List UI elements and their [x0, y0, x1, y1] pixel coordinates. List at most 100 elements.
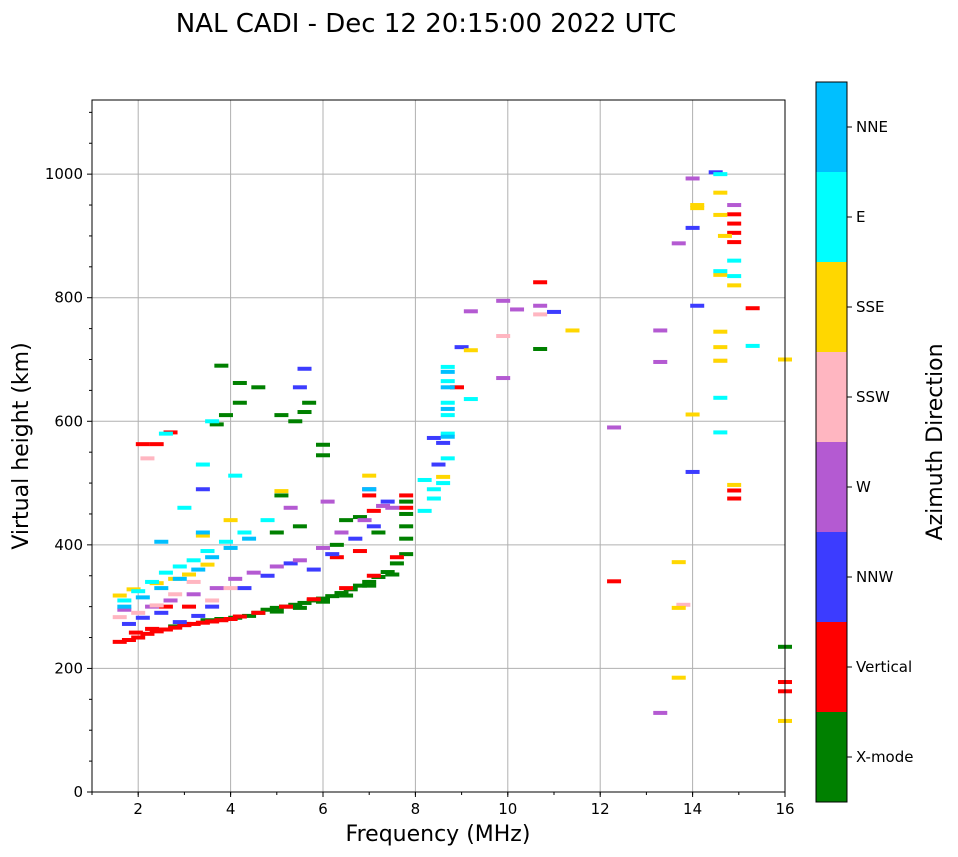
data-point [745, 343, 760, 348]
data-point [149, 442, 164, 447]
data-point [177, 623, 192, 628]
data-point [399, 552, 414, 557]
data-point [325, 552, 340, 557]
y-axis-label: Virtual height (km) [9, 342, 34, 549]
data-point [362, 473, 377, 478]
data-point [182, 572, 197, 577]
data-point [232, 380, 247, 385]
y-tick-label: 600 [54, 412, 83, 430]
data-point [671, 675, 686, 680]
data-point [713, 358, 728, 363]
data-point [727, 212, 742, 217]
data-point [417, 508, 432, 513]
data-point [496, 334, 511, 339]
data-point [242, 536, 257, 541]
data-point [717, 233, 732, 238]
data-point [140, 631, 155, 636]
data-point [121, 638, 136, 643]
data-point [713, 269, 728, 274]
axis-ticks: 2 4 6 8 10 12 14 16 0 200 400 600 800 1000 [45, 111, 795, 818]
data-point [158, 431, 173, 436]
data-point [195, 620, 210, 625]
data-point [533, 312, 548, 317]
data-point [352, 583, 367, 588]
data-point [671, 241, 686, 246]
data-point [117, 598, 132, 603]
x-tick-label: 14 [683, 800, 702, 818]
data-point [269, 564, 284, 569]
data-point [274, 413, 289, 418]
data-point [131, 610, 146, 615]
data-point [154, 539, 169, 544]
data-point [232, 614, 247, 619]
data-point [195, 462, 210, 467]
data-point [671, 605, 686, 610]
data-point [727, 230, 742, 235]
data-point [292, 605, 307, 610]
data-point [362, 579, 377, 584]
data-point [168, 592, 183, 597]
data-point [376, 503, 391, 508]
data-point [200, 549, 215, 554]
data-point [685, 412, 700, 417]
colorbar-label: X-mode [856, 748, 913, 766]
data-point [653, 710, 668, 715]
colorbar-segment [816, 442, 847, 532]
data-point [463, 309, 478, 314]
data-point [260, 518, 275, 523]
data-point [218, 539, 233, 544]
data-point [389, 555, 404, 560]
data-point [274, 489, 289, 494]
data-point [279, 604, 294, 609]
data-point [676, 602, 691, 607]
data-point [316, 596, 330, 601]
data-point [112, 615, 127, 620]
data-point [362, 487, 377, 492]
data-point [366, 508, 381, 513]
data-point [117, 607, 132, 612]
colorbar-title: Azimuth Direction [923, 343, 948, 540]
data-point [306, 597, 321, 602]
data-point [214, 363, 229, 368]
series-x-mode [168, 346, 792, 649]
data-point [205, 598, 220, 603]
data-point [727, 203, 742, 208]
data-point [158, 570, 173, 575]
data-point [182, 604, 197, 609]
data-point [205, 419, 220, 424]
data-point [449, 385, 464, 390]
data-point [533, 280, 548, 285]
data-point [121, 621, 136, 626]
data-point [288, 602, 303, 607]
data-point [223, 586, 238, 591]
data-point [158, 604, 173, 609]
x-tick-label: 10 [498, 800, 517, 818]
colorbar-label: Vertical [856, 658, 912, 676]
data-point [329, 555, 344, 560]
data-point [533, 303, 548, 308]
data-point [228, 473, 243, 478]
data-point [607, 579, 622, 584]
colorbar-label: NNE [856, 118, 888, 136]
colorbar-frame [815, 81, 848, 803]
data-point [306, 567, 321, 572]
data-point [463, 397, 478, 402]
data-point [685, 225, 700, 230]
data-point [727, 488, 742, 493]
data-point [195, 530, 210, 535]
data-point [426, 487, 441, 492]
data-point [228, 576, 243, 581]
data-point [440, 385, 455, 390]
data-point [653, 359, 668, 364]
data-point [533, 346, 548, 351]
data-point [440, 406, 455, 411]
data-point [329, 542, 344, 547]
data-point [713, 172, 728, 177]
data-point [205, 555, 220, 560]
data-point [352, 549, 367, 554]
data-point [426, 496, 441, 501]
colorbar-label: SSE [856, 298, 885, 316]
plot-frame [91, 99, 786, 793]
data-point [727, 482, 742, 487]
data-point [292, 385, 307, 390]
